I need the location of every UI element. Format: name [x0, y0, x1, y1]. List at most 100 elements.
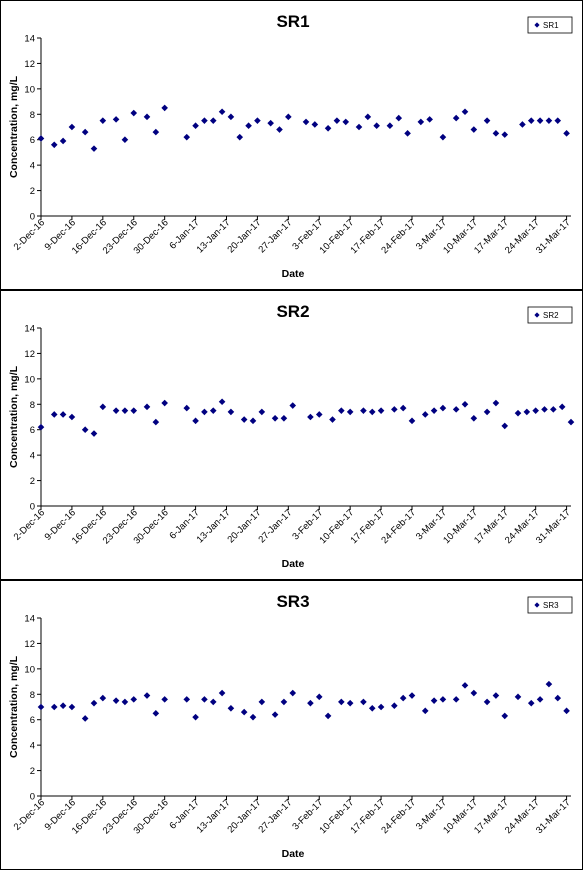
data-point: [121, 136, 129, 144]
data-point: [192, 713, 199, 721]
data-point: [461, 682, 469, 689]
data-point: [81, 426, 89, 434]
data-point: [470, 126, 478, 133]
y-axis-label: Concentration, mg/L: [8, 75, 20, 178]
y-tick-label: 14: [24, 324, 35, 335]
data-point: [285, 113, 292, 121]
data-point: [430, 407, 438, 414]
data-point: [240, 416, 248, 423]
y-tick-label: 0: [30, 502, 35, 513]
x-tick-label: 2-Dec-16: [12, 217, 47, 252]
data-point: [59, 702, 67, 710]
chart-title: SR2: [276, 302, 309, 321]
chart-panel: SR1 0 2 4 6 8 10 12 14 2-Dec-16 9-Dec-16 16-Dec-16 2…: [0, 0, 583, 290]
x-tick-label: 27-Jan-17: [256, 797, 294, 835]
x-tick-label: 27-Jan-17: [256, 507, 294, 545]
data-point: [523, 408, 531, 416]
x-tick-label: 27-Jan-17: [256, 217, 294, 255]
data-point: [519, 121, 526, 128]
data-point: [338, 698, 345, 706]
data-point: [227, 408, 235, 416]
data-point: [258, 698, 266, 706]
data-point: [315, 693, 323, 701]
y-tick-label: 0: [30, 792, 35, 803]
data-point: [99, 694, 107, 702]
y-tick-label: 4: [30, 741, 35, 752]
data-point: [81, 715, 89, 722]
data-point: [461, 400, 469, 408]
y-tick-label: 10: [24, 84, 35, 95]
data-point: [280, 414, 288, 422]
data-point: [50, 141, 58, 149]
data-point: [452, 114, 460, 122]
data-point: [536, 696, 544, 703]
data-point: [417, 118, 425, 126]
data-point: [201, 117, 208, 124]
data-point: [245, 122, 252, 130]
data-point: [408, 692, 416, 699]
data-point: [311, 121, 319, 128]
x-tick-label: 2-Dec-16: [12, 797, 47, 832]
data-point: [59, 137, 67, 145]
legend-label: SR1: [543, 21, 559, 30]
data-point: [37, 423, 45, 431]
data-point: [218, 398, 226, 406]
data-point: [267, 119, 274, 127]
data-point: [439, 133, 447, 141]
legend-label: SR2: [543, 311, 559, 320]
data-point: [386, 122, 394, 130]
data-point: [271, 414, 279, 422]
data-point: [90, 430, 98, 437]
data-point: [483, 117, 491, 124]
chart-svg: SR3024681012142-Dec-169-Dec-1616-Dec-162…: [8, 592, 573, 860]
data-point: [563, 707, 570, 715]
data-point: [280, 698, 288, 706]
data-point: [360, 407, 367, 414]
data-point: [470, 414, 478, 422]
data-point: [307, 413, 314, 421]
data-point: [377, 703, 385, 711]
data-point: [68, 413, 76, 421]
data-point: [483, 408, 491, 416]
legend-marker: [534, 602, 540, 608]
y-tick-label: 2: [30, 476, 35, 487]
data-point: [554, 694, 562, 702]
data-point: [112, 407, 120, 414]
y-tick-label: 12: [24, 59, 35, 70]
data-point: [567, 418, 575, 426]
data-point: [421, 707, 429, 715]
y-tick-label: 12: [24, 349, 35, 360]
data-point: [360, 698, 367, 706]
y-tick-label: 8: [30, 110, 35, 121]
legend-box: [527, 306, 573, 324]
y-tick-label: 4: [30, 451, 35, 462]
data-point: [143, 692, 151, 699]
data-point: [183, 404, 191, 412]
data-point: [218, 689, 226, 697]
data-point: [346, 699, 354, 707]
data-point: [541, 406, 548, 413]
chart-title: SR3: [276, 592, 309, 611]
data-point: [404, 130, 411, 137]
data-point: [271, 711, 279, 718]
chart-svg: SR1024681012142-Dec-169-Dec-1616-Dec-162…: [8, 12, 573, 280]
data-point: [130, 407, 138, 414]
data-point: [536, 117, 544, 124]
legend-marker: [534, 22, 540, 28]
data-point: [161, 696, 168, 703]
x-tick-label: 2-Dec-16: [12, 507, 47, 542]
y-tick-label: 10: [24, 664, 35, 675]
data-point: [395, 114, 403, 122]
data-point: [439, 404, 447, 412]
data-point: [501, 712, 509, 720]
data-point: [338, 407, 345, 414]
data-point: [368, 408, 376, 416]
legend: SR3: [527, 596, 573, 614]
y-axis-label: Concentration, mg/L: [8, 365, 20, 468]
data-point: [240, 708, 248, 716]
legend-box: [527, 596, 573, 614]
x-axis-label: Date: [282, 558, 305, 570]
data-point: [121, 698, 129, 706]
data-point: [452, 406, 460, 413]
data-point: [368, 704, 376, 712]
